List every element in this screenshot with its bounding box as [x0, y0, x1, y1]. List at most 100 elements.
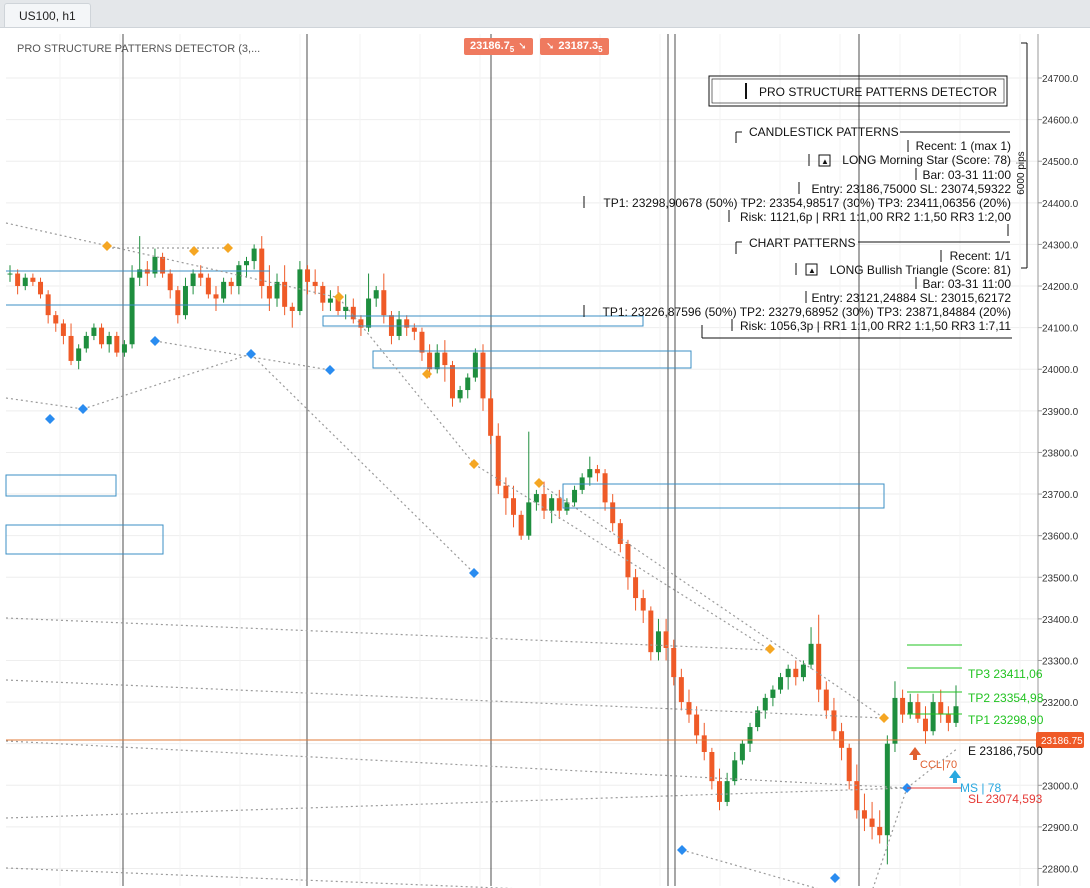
candle-body	[785, 668, 791, 678]
price-zone	[5, 524, 164, 555]
candle-body	[465, 377, 471, 391]
chart-section-header: CHART PATTERNS	[749, 236, 855, 250]
candle-body	[671, 647, 677, 678]
candle-body	[137, 269, 143, 278]
sl-label: SL 23074,593	[968, 792, 1043, 806]
pivot-low-marker	[469, 568, 479, 578]
pivot-low-marker	[246, 349, 256, 359]
up-triangle-icon: ▲	[808, 266, 816, 275]
candle-body	[427, 352, 433, 370]
candle-body	[160, 256, 166, 274]
tp3-label: TP3 23411,06	[968, 667, 1043, 681]
candle-body	[511, 498, 517, 515]
candle-body	[556, 498, 562, 511]
chart-tab[interactable]: US100, h1	[4, 3, 91, 28]
entry-label: E 23186,7500	[968, 744, 1043, 758]
candle-body	[175, 290, 181, 316]
pivot-low-marker	[45, 414, 55, 424]
candle-body	[808, 643, 814, 665]
price-chart[interactable]: 24700.0 24600.0 24500.0 24400.0 24300.0 24200…	[0, 28, 1090, 888]
candle-body	[449, 365, 455, 399]
candle-body	[480, 352, 486, 399]
price-tick-label: 24200.0	[1042, 282, 1079, 293]
chart-tp: TP1: 23226,87596 (50%) TP2: 23279,68952 …	[602, 305, 1011, 319]
candle-body	[30, 277, 36, 282]
trend-line	[872, 787, 908, 888]
price-tick-label: 23000.0	[1042, 781, 1079, 792]
trend-line	[338, 297, 475, 465]
candle-body	[76, 348, 82, 361]
candle-body	[22, 277, 28, 287]
candle-risk: Risk: 1121,6p | RR1 1:1,00 RR2 1:1,50 RR…	[740, 210, 1011, 224]
candle-body	[53, 315, 59, 324]
candle-body	[648, 610, 654, 653]
candle-body	[594, 469, 600, 474]
candle-body	[640, 598, 646, 611]
candle-body	[816, 643, 822, 690]
price-zone	[5, 474, 117, 497]
trend-line	[5, 679, 885, 719]
pattern-arrow-icon	[909, 747, 921, 760]
chart-risk: Risk: 1056,3p | RR1 1:1,00 RR2 1:1,50 RR…	[740, 319, 1011, 333]
trend-line	[250, 353, 475, 574]
candle-body	[213, 294, 219, 299]
trend-line	[5, 787, 908, 819]
candle-body	[823, 689, 829, 711]
candle-body	[602, 473, 608, 503]
panel-title-inner	[711, 78, 1005, 104]
price-tick-label: 22900.0	[1042, 823, 1079, 834]
down-arrow-icon: ➘	[518, 41, 527, 52]
candle-body	[7, 273, 13, 275]
candle-body	[549, 498, 555, 511]
candle-body	[915, 702, 921, 719]
candle-body	[762, 697, 768, 711]
ask-suffix: 5	[598, 45, 603, 55]
tp2-label: TP2 23354,98	[968, 691, 1044, 705]
candle-body	[91, 327, 97, 336]
candle-body	[831, 710, 837, 732]
ask-badge[interactable]: ➘ 23187.35	[540, 38, 609, 55]
candle-body	[884, 743, 890, 836]
price-tick-label: 24700.0	[1042, 74, 1079, 85]
candle-entry: Entry: 23186,75000 SL: 23074,59322	[812, 182, 1012, 196]
tab-bar: US100, h1	[0, 0, 1090, 28]
price-tick-label: 23500.0	[1042, 573, 1079, 584]
candle-body	[846, 747, 852, 782]
down-arrow-icon: ➘	[546, 41, 555, 52]
candle-body	[778, 677, 784, 690]
current-price-badge[interactable]	[1036, 732, 1084, 748]
trend-line	[5, 740, 908, 789]
panel-title: PRO STRUCTURE PATTERNS DETECTOR	[759, 85, 997, 99]
up-triangle-icon: ▲	[821, 157, 829, 166]
candle-body	[533, 494, 539, 503]
candle-body	[404, 319, 410, 328]
candle-body	[167, 273, 173, 291]
price-zone	[562, 483, 885, 509]
candle-body	[68, 335, 74, 361]
bid-badge[interactable]: 23186.75 ➘	[464, 38, 533, 55]
candle-body	[99, 327, 105, 345]
current-price-label: 23186.75	[1041, 736, 1083, 747]
candle-body	[922, 718, 928, 732]
price-zone	[322, 315, 644, 327]
tp1-label: TP1 23298,90	[968, 713, 1044, 727]
chart-recent: Recent: 1/1	[950, 249, 1012, 263]
candle-body	[274, 281, 280, 299]
candle-recent: Recent: 1 (max 1)	[916, 139, 1011, 153]
candle-body	[83, 335, 89, 349]
candle-body	[793, 668, 799, 678]
candle-body	[121, 344, 127, 353]
bid-suffix: 5	[509, 45, 515, 55]
candle-body	[343, 306, 349, 311]
candle-body	[411, 327, 417, 332]
candle-pattern-icon-box	[818, 154, 831, 167]
candle-body	[282, 281, 288, 307]
chart-pattern-icon-box	[805, 263, 818, 276]
candle-body	[251, 248, 257, 262]
candle-body	[633, 577, 639, 599]
candle-body	[297, 269, 303, 311]
candle-body	[190, 273, 196, 287]
candle-body	[869, 818, 875, 827]
trend-line	[906, 747, 959, 789]
chart-bar: Bar: 03-31 11:00	[922, 277, 1011, 291]
